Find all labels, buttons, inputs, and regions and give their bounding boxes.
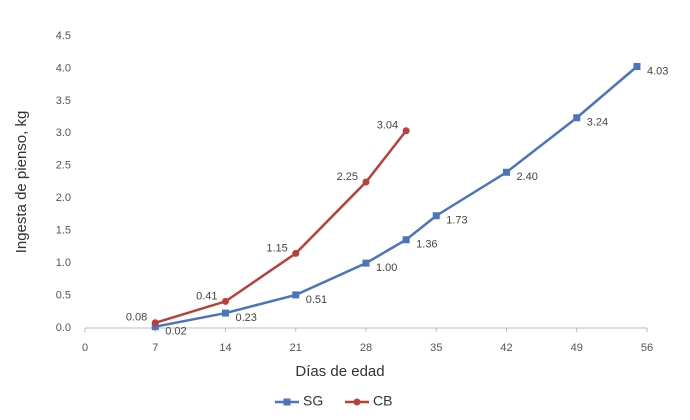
- data-label: 0.02: [165, 326, 186, 338]
- y-tick-label: 0.0: [56, 322, 71, 334]
- y-tick-label: 4.5: [56, 30, 71, 42]
- point: [151, 323, 159, 331]
- series-line: [155, 65, 638, 328]
- legend-label: SG: [303, 393, 323, 409]
- point: [362, 259, 370, 267]
- point: [432, 212, 440, 220]
- point: [292, 291, 300, 299]
- data-label: 2.25: [337, 171, 358, 183]
- point: [151, 319, 159, 327]
- point: [362, 178, 370, 186]
- point: [573, 114, 581, 122]
- data-label: 3.24: [587, 117, 608, 129]
- point: [402, 127, 410, 135]
- y-tick-label: 4.0: [56, 62, 71, 74]
- x-axis-title: Días de edad: [295, 363, 384, 380]
- data-label: 1.36: [416, 239, 437, 251]
- point: [633, 62, 641, 70]
- legend-label: CB: [373, 393, 392, 409]
- point: [222, 297, 229, 305]
- point: [222, 309, 229, 317]
- point: [503, 168, 510, 176]
- y-axis-title: Ingesta de pienso, kg: [13, 111, 30, 254]
- y-tick-label: 3.5: [56, 95, 71, 107]
- x-tick-label: 0: [82, 342, 88, 354]
- y-tick-label: 1.0: [56, 257, 71, 269]
- series-line: [154, 129, 408, 325]
- y-tick-label: 1.5: [56, 225, 71, 237]
- data-label: 3.04: [377, 120, 398, 132]
- x-tick-label: 49: [571, 342, 583, 354]
- x-tick-label: 21: [290, 342, 302, 354]
- y-tick-label: 3.0: [56, 127, 71, 139]
- data-label: 4.03: [647, 65, 668, 77]
- data-label: 1.15: [266, 242, 287, 254]
- data-label: 2.40: [517, 171, 538, 183]
- legend-marker: [283, 398, 291, 406]
- data-label: 1.73: [446, 215, 467, 227]
- y-tick-label: 2.0: [56, 192, 71, 204]
- y-tick-label: 2.5: [56, 160, 71, 172]
- point: [402, 236, 410, 244]
- x-tick-label: 42: [500, 342, 512, 354]
- data-label: 0.23: [236, 312, 257, 324]
- data-label: 1.00: [376, 262, 397, 274]
- x-tick-label: 14: [219, 342, 231, 354]
- point: [292, 249, 300, 257]
- legend-marker: [353, 398, 361, 406]
- data-label: 0.08: [126, 312, 147, 324]
- data-label: 0.51: [306, 294, 327, 306]
- x-tick-label: 7: [152, 342, 158, 354]
- x-tick-label: 56: [641, 342, 653, 354]
- data-label: 0.41: [196, 290, 217, 302]
- x-tick-label: 35: [430, 342, 442, 354]
- y-tick-label: 0.5: [56, 289, 71, 301]
- x-tick-label: 28: [360, 342, 372, 354]
